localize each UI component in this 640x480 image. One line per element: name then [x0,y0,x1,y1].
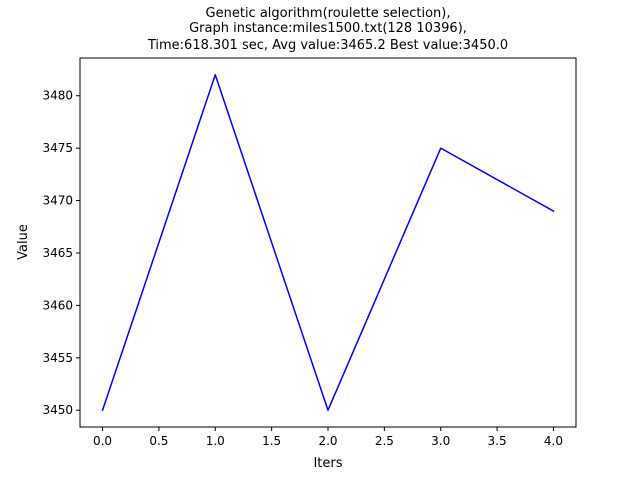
x-axis: 0.0 0.5 1.0 1.5 2.0 2.5 3.0 3.5 4.0 [93,427,563,448]
series-line-0 [101,74,555,412]
x-tick-label: 1.5 [262,434,281,448]
y-tick-label: 3480 [42,89,73,103]
x-tick-label: 3.0 [431,434,450,448]
y-tick-label: 3450 [42,403,73,417]
title-line-3: Time:618.301 sec, Avg value:3465.2 Best … [147,38,508,53]
title-line-2: Graph instance:miles1500.txt(128 10396), [189,21,467,36]
x-tick-label: 0.5 [149,434,168,448]
y-tick-label: 3455 [42,351,73,365]
y-axis: 3450 3455 3460 3465 3470 3475 3480 [42,89,80,417]
x-tick-label: 1.0 [206,434,225,448]
x-tick-label: 3.5 [488,434,507,448]
x-axis-label: Iters [313,456,342,471]
x-tick-label: 0.0 [93,434,112,448]
y-tick-label: 3475 [42,141,73,155]
y-axis-label: Value [16,224,31,260]
chart-title: Genetic algorithm(roulette selection), G… [147,6,508,53]
plot-area [101,74,555,412]
x-tick-label: 4.0 [544,434,563,448]
y-tick-label: 3460 [42,298,73,312]
title-line-1: Genetic algorithm(roulette selection), [206,6,451,21]
y-tick-label: 3465 [42,246,73,260]
x-tick-label: 2.0 [318,434,337,448]
x-tick-label: 2.5 [375,434,394,448]
y-tick-label: 3470 [42,194,73,208]
